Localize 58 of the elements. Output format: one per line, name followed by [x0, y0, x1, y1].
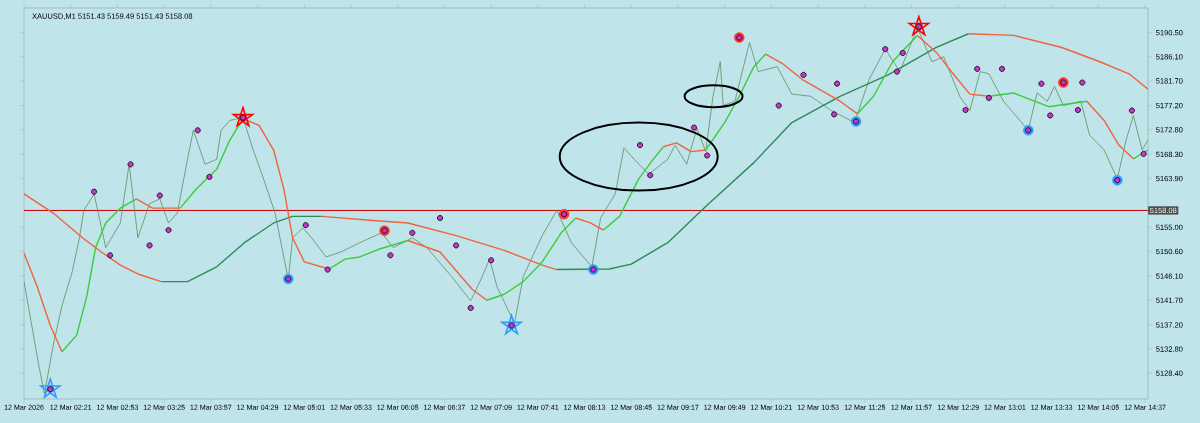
point — [908, 15, 930, 36]
line-series — [61, 198, 138, 353]
line-series — [486, 217, 577, 301]
point — [899, 49, 906, 56]
point — [974, 65, 981, 72]
line-series — [160, 215, 323, 283]
point — [387, 252, 394, 259]
point — [834, 80, 841, 87]
point — [999, 65, 1006, 72]
point — [647, 172, 654, 179]
point — [1079, 79, 1086, 86]
point — [1074, 106, 1081, 113]
line-series — [321, 215, 558, 271]
point — [437, 215, 444, 222]
point — [232, 106, 254, 127]
line-series — [967, 33, 1148, 90]
point — [831, 111, 838, 118]
point — [1140, 150, 1147, 157]
point — [127, 161, 134, 168]
point — [91, 188, 98, 195]
point — [704, 152, 711, 159]
point — [985, 94, 992, 101]
line-series — [24, 193, 162, 283]
point — [302, 222, 309, 229]
point — [775, 102, 782, 109]
point — [146, 242, 153, 249]
line-series — [407, 239, 488, 301]
point — [1128, 107, 1135, 114]
point — [165, 227, 172, 234]
point — [467, 304, 474, 311]
line-series — [556, 33, 970, 271]
point — [453, 242, 460, 249]
point — [488, 257, 495, 264]
point — [194, 127, 201, 134]
line-series — [856, 34, 919, 115]
line-series — [24, 252, 63, 353]
point — [324, 266, 331, 273]
line-series — [602, 146, 665, 231]
line-series — [764, 53, 859, 115]
point — [107, 252, 114, 259]
point — [39, 378, 61, 398]
point — [47, 386, 54, 393]
point — [1047, 112, 1054, 119]
point — [501, 314, 522, 335]
point — [409, 229, 416, 236]
point — [915, 23, 922, 30]
point — [637, 142, 644, 149]
point — [508, 322, 515, 329]
point — [893, 68, 900, 75]
point — [882, 46, 889, 53]
line-series — [1085, 100, 1135, 160]
point — [206, 173, 213, 180]
point — [1038, 80, 1045, 87]
point — [962, 106, 969, 113]
point — [156, 192, 163, 199]
point — [239, 114, 246, 121]
point — [800, 71, 807, 78]
point — [691, 124, 698, 131]
